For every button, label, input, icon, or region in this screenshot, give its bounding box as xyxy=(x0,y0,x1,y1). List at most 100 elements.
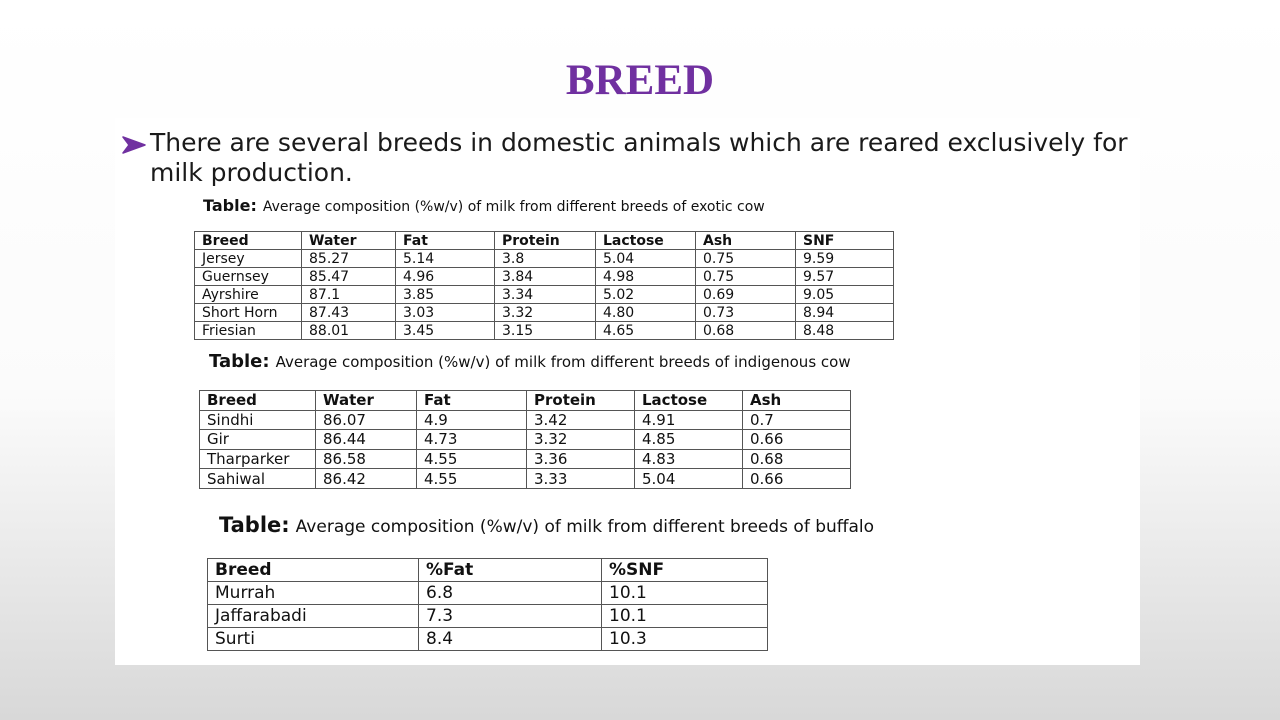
table-row: Sahiwal 86.42 4.55 3.33 5.04 0.66 xyxy=(199,468,851,489)
header-cell: Water xyxy=(301,231,396,250)
table-cell: Sindhi xyxy=(199,409,316,431)
header-cell: Ash xyxy=(695,231,796,250)
table-cell: 4.96 xyxy=(395,267,495,286)
table-caption: Table: Average composition (%w/v) of milk… xyxy=(209,351,851,372)
table-cell: 3.33 xyxy=(526,468,635,489)
table-cell: 4.91 xyxy=(634,409,743,431)
table-row: Ayrshire 87.1 3.85 3.34 5.02 0.69 9.05 xyxy=(194,285,894,304)
table-cell: 8.94 xyxy=(795,303,894,322)
table-cell: 4.83 xyxy=(634,448,743,470)
header-cell: Lactose xyxy=(595,231,696,250)
table-row: Jersey 85.27 5.14 3.8 5.04 0.75 9.59 xyxy=(194,249,894,268)
bullet-text: There are several breeds in domestic ani… xyxy=(150,128,1128,187)
table-row: Friesian 88.01 3.45 3.15 4.65 0.68 8.48 xyxy=(194,321,894,340)
header-row: Breed Water Fat Protein Lactose Ash xyxy=(199,390,851,411)
table-cell: Guernsey xyxy=(194,267,302,286)
header-cell: %Fat xyxy=(418,558,602,582)
header-cell: %SNF xyxy=(601,558,768,582)
table-cell: 86.58 xyxy=(315,448,417,470)
table-cell: 4.98 xyxy=(595,267,696,286)
table-cell: 10.3 xyxy=(601,627,768,651)
slide-title: BREED xyxy=(565,57,715,104)
data-table: Breed Water Fat Protein Lactose Ash SNF Jersey 8… xyxy=(194,231,894,340)
table-cell: 87.1 xyxy=(301,285,396,304)
table-cell: 3.32 xyxy=(526,429,635,450)
table-caption: Table: Average composition (%w/v) of milk… xyxy=(203,196,765,215)
table-cell: Tharparker xyxy=(199,448,316,470)
table-cell: 0.66 xyxy=(742,468,851,489)
table-cell: 10.1 xyxy=(601,581,768,605)
header-cell: Protein xyxy=(494,231,596,250)
header-cell: Breed xyxy=(207,558,419,582)
header-row: Breed %Fat %SNF xyxy=(207,558,768,582)
table-cell: Short Horn xyxy=(194,303,302,322)
table-cell: 3.15 xyxy=(494,321,596,340)
table-cell: 0.69 xyxy=(695,285,796,304)
header-cell: Lactose xyxy=(634,390,743,411)
table-cell: 88.01 xyxy=(301,321,396,340)
table-cell: 7.3 xyxy=(418,604,602,628)
table-cell: 3.32 xyxy=(494,303,596,322)
table-cell: 85.27 xyxy=(301,249,396,268)
table-cell: 5.04 xyxy=(595,249,696,268)
table-cell: 3.34 xyxy=(494,285,596,304)
table-row: Guernsey 85.47 4.96 3.84 4.98 0.75 9.57 xyxy=(194,267,894,286)
table-cell: 0.66 xyxy=(742,429,851,450)
table-row: Gir 86.44 4.73 3.32 4.85 0.66 xyxy=(199,429,851,450)
table-cell: 0.68 xyxy=(695,321,796,340)
table-cell: 9.57 xyxy=(795,267,894,286)
data-table: Breed Water Fat Protein Lactose Ash Sindhi 86.0… xyxy=(199,390,851,489)
table-cell: 3.45 xyxy=(395,321,495,340)
table-row: Surti 8.4 10.3 xyxy=(207,627,768,651)
table-cell: 3.8 xyxy=(494,249,596,268)
caption-label: Table: xyxy=(203,196,257,215)
table-row: Sindhi 86.07 4.9 3.42 4.91 0.7 xyxy=(199,409,851,431)
table-cell: 9.05 xyxy=(795,285,894,304)
table-cell: 0.75 xyxy=(695,267,796,286)
table-cell: Ayrshire xyxy=(194,285,302,304)
table-cell: 0.73 xyxy=(695,303,796,322)
table-cell: 0.75 xyxy=(695,249,796,268)
table-cell: 86.07 xyxy=(315,409,417,431)
table-cell: 3.42 xyxy=(526,409,635,431)
table-cell: 4.73 xyxy=(416,429,527,450)
header-cell: SNF xyxy=(795,231,894,250)
table-cell: 8.4 xyxy=(418,627,602,651)
table-cell: Murrah xyxy=(207,581,419,605)
caption-text: Average composition (%w/v) of milk from … xyxy=(262,199,765,215)
table-cell: 87.43 xyxy=(301,303,396,322)
table-cell: 4.55 xyxy=(416,448,527,470)
table-cell: Friesian xyxy=(194,321,302,340)
table-cell: 4.9 xyxy=(416,409,527,431)
table-cell: 5.02 xyxy=(595,285,696,304)
caption-text: Average composition (%w/v) of milk from … xyxy=(295,517,875,537)
table-cell: Jersey xyxy=(194,249,302,268)
table-cell: 4.85 xyxy=(634,429,743,450)
table-caption: Table: Average composition (%w/v) of milk… xyxy=(219,513,874,537)
table-cell: 4.55 xyxy=(416,468,527,489)
table-cell: 86.44 xyxy=(315,429,417,450)
header-cell: Breed xyxy=(194,231,302,250)
table-cell: 6.8 xyxy=(418,581,602,605)
table-cell: 85.47 xyxy=(301,267,396,286)
table-row: Short Horn 87.43 3.03 3.32 4.80 0.73 8.94 xyxy=(194,303,894,322)
table-cell: 0.68 xyxy=(742,448,851,470)
table-cell: 4.65 xyxy=(595,321,696,340)
table-cell: 9.59 xyxy=(795,249,894,268)
caption-label: Table: xyxy=(209,351,270,372)
table-cell: 10.1 xyxy=(601,604,768,628)
header-row: Breed Water Fat Protein Lactose Ash SNF xyxy=(194,231,894,250)
header-cell: Fat xyxy=(395,231,495,250)
table-row: Jaffarabadi 7.3 10.1 xyxy=(207,604,768,628)
table-row: Tharparker 86.58 4.55 3.36 4.83 0.68 xyxy=(199,448,851,470)
data-table: Breed %Fat %SNF Murrah 6.8 10.1 Jaffarabadi 7.3… xyxy=(207,558,768,651)
table-cell: 86.42 xyxy=(315,468,417,489)
table-cell: 5.04 xyxy=(634,468,743,489)
caption-text: Average composition (%w/v) of milk from … xyxy=(275,353,851,371)
table-cell: 4.80 xyxy=(595,303,696,322)
bullet-arrow xyxy=(122,136,146,154)
table-cell: Jaffarabadi xyxy=(207,604,419,628)
table-cell: Gir xyxy=(199,429,316,450)
header-cell: Fat xyxy=(416,390,527,411)
